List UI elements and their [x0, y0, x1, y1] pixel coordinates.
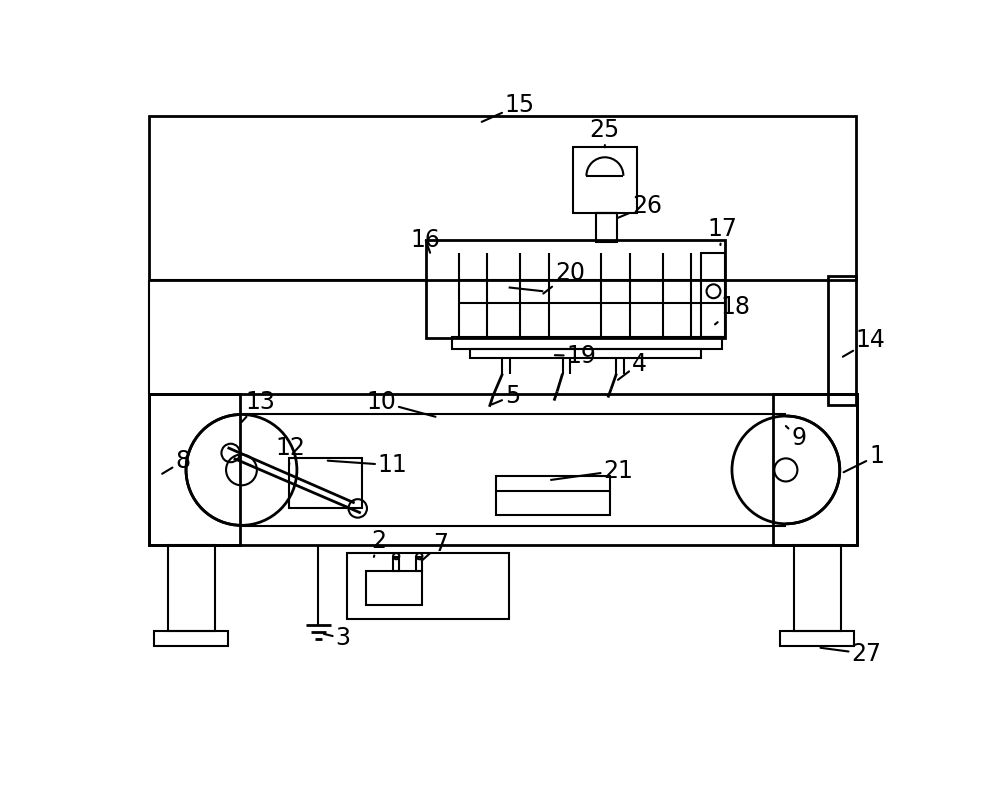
Text: 4: 4 — [618, 351, 647, 380]
Text: 5: 5 — [492, 384, 520, 408]
Text: 8: 8 — [162, 449, 190, 474]
Bar — [426, 240, 725, 339]
Bar — [496, 476, 610, 515]
Text: 17: 17 — [707, 217, 737, 245]
Text: 13: 13 — [241, 390, 275, 422]
Bar — [366, 571, 422, 605]
Text: 25: 25 — [590, 119, 620, 147]
Text: 26: 26 — [617, 194, 662, 218]
Bar — [596, 213, 617, 242]
Text: 2: 2 — [371, 528, 386, 557]
Text: 10: 10 — [366, 390, 436, 417]
Text: 1: 1 — [844, 444, 884, 472]
Text: 14: 14 — [843, 328, 886, 357]
Bar — [154, 631, 228, 646]
Text: 3: 3 — [324, 626, 350, 650]
Bar — [393, 557, 399, 571]
Bar — [289, 458, 362, 509]
Bar — [149, 116, 856, 281]
Text: 20: 20 — [543, 261, 585, 293]
Bar — [773, 394, 857, 544]
Text: 12: 12 — [275, 437, 305, 464]
Bar — [347, 553, 509, 619]
Text: 18: 18 — [715, 295, 750, 324]
Bar — [573, 147, 637, 213]
Bar — [168, 544, 215, 631]
Text: 9: 9 — [786, 426, 806, 450]
Text: 21: 21 — [551, 459, 633, 483]
Bar — [416, 557, 422, 571]
Text: 11: 11 — [328, 453, 408, 477]
Bar — [828, 276, 856, 405]
Text: 7: 7 — [422, 532, 448, 561]
Bar — [452, 338, 722, 349]
Bar — [780, 631, 854, 646]
Bar — [794, 544, 841, 631]
Text: 27: 27 — [820, 642, 881, 666]
Text: 19: 19 — [555, 344, 596, 368]
Bar — [701, 253, 725, 338]
Text: 16: 16 — [411, 229, 441, 253]
Bar — [149, 394, 857, 544]
Text: 15: 15 — [482, 93, 535, 122]
Bar — [470, 349, 701, 358]
Bar — [149, 394, 240, 544]
